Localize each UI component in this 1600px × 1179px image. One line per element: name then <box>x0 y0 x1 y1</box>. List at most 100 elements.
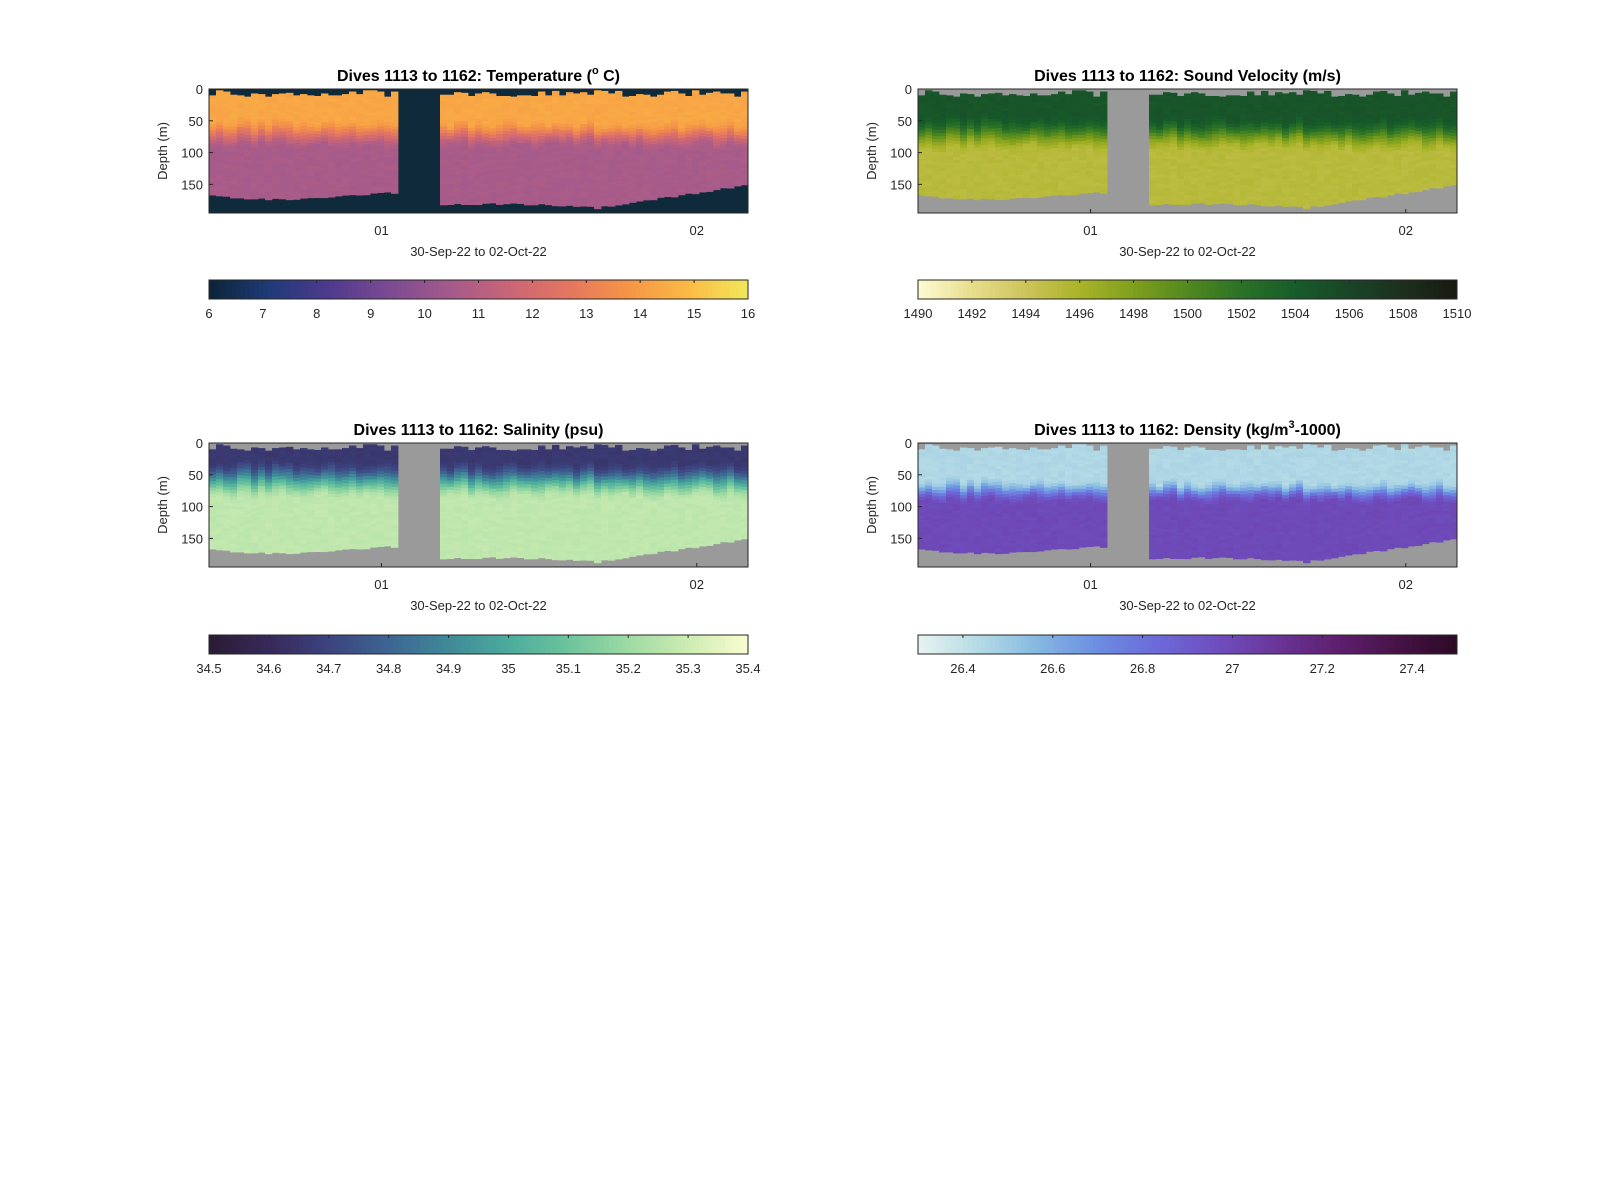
data-cell <box>1380 183 1388 187</box>
data-cell <box>209 123 217 128</box>
data-cell <box>342 141 350 146</box>
data-cell <box>552 179 560 184</box>
data-cell <box>1100 129 1108 134</box>
data-cell <box>230 174 238 178</box>
data-cell <box>545 158 553 163</box>
data-cell <box>1443 137 1451 142</box>
data-cell <box>741 97 749 102</box>
data-cell <box>377 145 385 150</box>
data-cell <box>314 124 322 129</box>
data-cell <box>925 106 933 110</box>
data-cell <box>244 160 252 164</box>
data-cell <box>538 104 546 108</box>
data-cell <box>1359 198 1367 201</box>
data-cell <box>258 189 266 194</box>
data-cell <box>447 145 455 150</box>
data-cell <box>237 95 245 99</box>
data-cell <box>510 118 518 123</box>
data-cell <box>1023 111 1031 116</box>
data-cell <box>461 115 469 119</box>
data-cell <box>1219 122 1227 126</box>
data-cell <box>482 168 490 173</box>
data-cell <box>321 128 329 133</box>
data-cell <box>1093 182 1101 187</box>
data-cell <box>594 182 602 187</box>
data-cell <box>580 155 588 160</box>
data-cell <box>209 139 217 144</box>
colorbar-segment <box>307 280 313 299</box>
data-cell <box>566 133 574 138</box>
data-cell <box>706 146 714 151</box>
data-cell <box>300 144 308 149</box>
data-cell <box>1051 122 1059 127</box>
data-cell <box>1387 185 1395 190</box>
data-cell <box>1289 184 1297 188</box>
data-cell <box>1408 113 1416 118</box>
data-cell <box>1436 147 1444 152</box>
data-cell <box>995 153 1003 157</box>
data-cell <box>1366 167 1374 172</box>
data-cell <box>328 158 336 163</box>
data-cell <box>251 137 259 142</box>
data-cell <box>307 95 315 99</box>
data-cell <box>447 101 455 105</box>
data-cell <box>1205 121 1213 126</box>
data-cell <box>678 160 686 164</box>
data-cell <box>328 149 336 153</box>
data-cell <box>706 92 714 97</box>
data-cell <box>1205 137 1213 141</box>
colorbar-tick-label: 9 <box>367 306 374 321</box>
data-cell <box>608 192 616 196</box>
data-cell <box>608 147 616 152</box>
data-cell <box>1317 185 1325 190</box>
data-cell <box>391 174 399 178</box>
colorbar-segment <box>379 280 385 299</box>
data-cell <box>1429 137 1437 142</box>
data-cell <box>1310 100 1318 105</box>
data-cell <box>1310 202 1318 206</box>
data-cell <box>1380 186 1388 190</box>
data-cell <box>706 156 714 160</box>
data-cell <box>1149 177 1157 181</box>
data-cell <box>251 172 259 177</box>
colorbar-segment <box>411 280 417 299</box>
data-cell <box>1037 111 1045 115</box>
data-cell <box>489 125 497 129</box>
data-cell <box>1030 93 1038 98</box>
data-cell <box>1401 160 1409 164</box>
data-cell <box>1184 106 1192 110</box>
data-cell <box>1415 185 1423 189</box>
data-cell <box>1030 131 1038 136</box>
data-cell <box>953 188 961 193</box>
data-cell <box>629 169 637 173</box>
data-cell <box>685 130 693 135</box>
data-cell <box>1359 141 1367 145</box>
data-cell <box>531 130 539 135</box>
data-cell <box>216 102 224 107</box>
data-cell <box>974 96 982 101</box>
data-cell <box>552 202 560 206</box>
data-cell <box>981 183 989 187</box>
data-cell <box>720 166 728 171</box>
data-cell <box>1016 101 1024 106</box>
data-cell <box>1359 157 1367 161</box>
data-cell <box>230 183 238 188</box>
data-cell <box>265 102 273 107</box>
data-cell <box>454 123 462 128</box>
data-cell <box>1191 139 1199 144</box>
data-cell <box>1093 153 1101 158</box>
data-cell <box>356 186 364 190</box>
data-cell <box>209 184 217 188</box>
data-cell <box>974 182 982 187</box>
data-cell <box>482 190 490 195</box>
data-cell <box>1191 181 1199 185</box>
data-cell <box>1422 180 1430 185</box>
data-cell <box>1338 165 1346 170</box>
data-cell <box>265 137 273 142</box>
data-cell <box>671 160 679 165</box>
data-cell <box>1240 204 1248 206</box>
data-cell <box>1086 94 1094 99</box>
data-cell <box>1254 181 1262 185</box>
data-cell <box>1184 131 1192 136</box>
